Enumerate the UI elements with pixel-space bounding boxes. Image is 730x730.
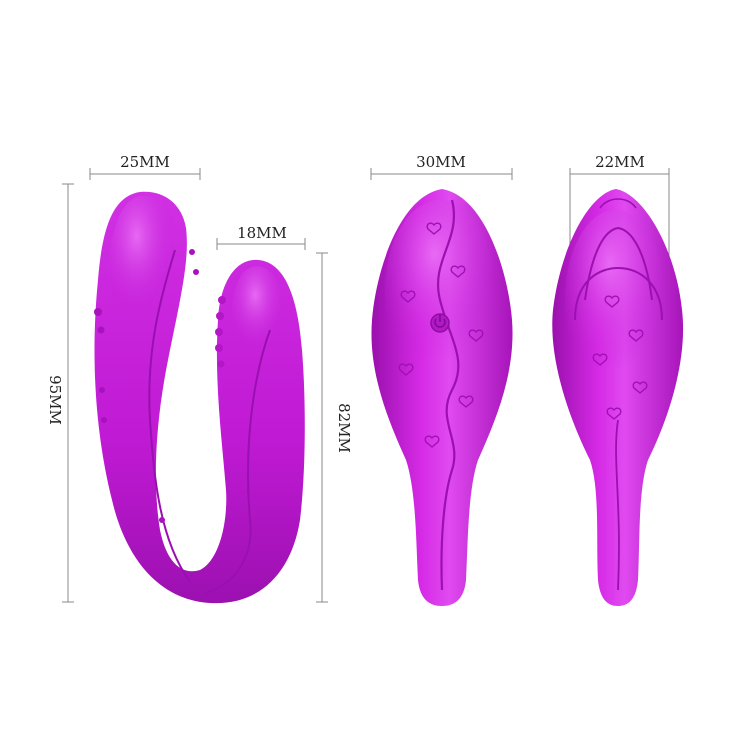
u-shape-side-view bbox=[94, 191, 305, 604]
left-width-dimension: 25MM bbox=[89, 153, 201, 180]
side-view bbox=[552, 189, 684, 606]
tip-width-label: 18MM bbox=[237, 224, 287, 242]
total-height-label: 95MM bbox=[46, 375, 64, 425]
left-width-label: 25MM bbox=[120, 153, 170, 171]
tip-width-dimension: 18MM bbox=[216, 224, 306, 250]
front-width-dimension: 30MM bbox=[370, 153, 513, 180]
front-view bbox=[371, 189, 513, 606]
total-height-dimension: 95MM bbox=[46, 183, 74, 603]
side-width-label: 22MM bbox=[595, 153, 645, 171]
front-width-label: 30MM bbox=[416, 153, 466, 171]
side-width-dimension: 22MM bbox=[569, 153, 670, 302]
tip-height-label: 82MM bbox=[335, 403, 353, 453]
tip-height-dimension: 82MM bbox=[316, 252, 353, 603]
